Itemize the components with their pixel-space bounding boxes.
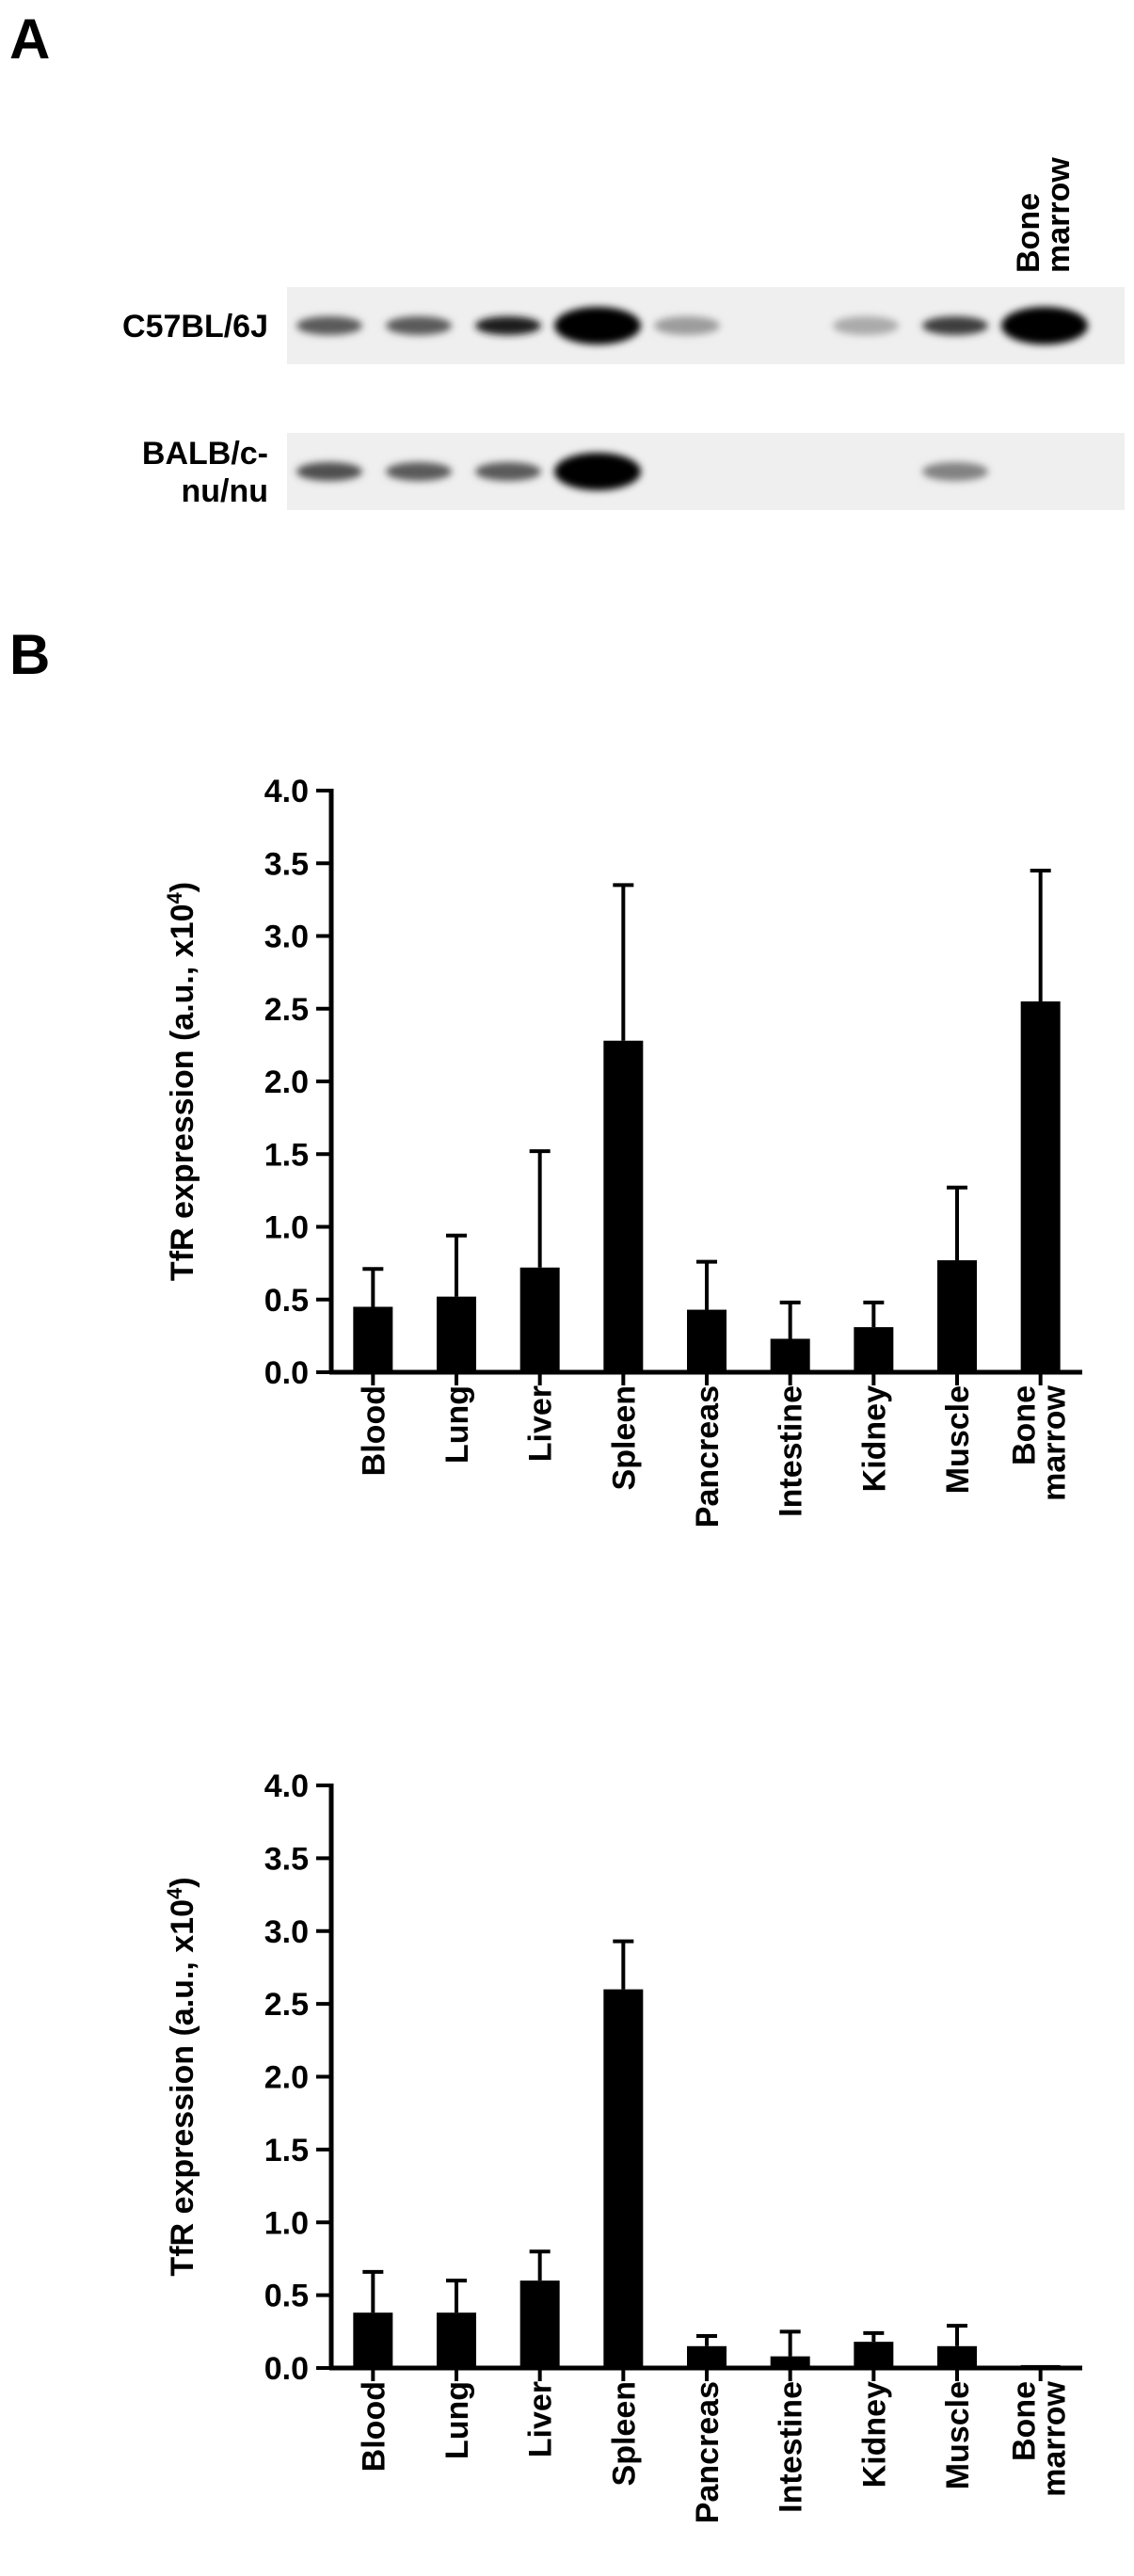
y-tick-label-1-5: 1.5: [264, 2133, 309, 2168]
lane-label-line: Bone: [1011, 193, 1046, 273]
y-axis-label-superscript: 4: [163, 1887, 186, 1899]
bar-muscle: [937, 1260, 977, 1372]
bar-spleen: [603, 1040, 644, 1372]
blot-row-label: BALB/c-nu/nu: [142, 436, 268, 509]
y-axis-label-tail: ): [165, 882, 200, 892]
x-tick-label-spleen: Spleen: [606, 1385, 642, 1490]
bar-pancreas: [687, 2345, 727, 2368]
x-tick-label-kidney: Kidney: [856, 2381, 892, 2488]
blot-band: [1001, 307, 1088, 344]
y-axis-label: TfR expression (a.u., x104): [163, 882, 200, 1281]
blot-row-label-line: nu/nu: [181, 473, 268, 509]
x-tick-label-line: Bone: [1007, 2381, 1043, 2461]
bar-blood: [353, 2312, 393, 2368]
panel-a-western-blot: A Bonemarrow C57BL/6J BALB/c-nu/nu: [9, 8, 1125, 510]
x-tick-label-liver: Liver: [523, 1385, 559, 1462]
y-tick-label-2-5: 2.5: [264, 992, 309, 1028]
y-tick-label-0-5: 0.5: [264, 2279, 309, 2314]
bar-spleen: [603, 1989, 644, 2368]
blot-band: [922, 316, 988, 335]
blot-band: [922, 462, 988, 481]
bar-intestine: [770, 2356, 810, 2368]
x-tick-label-kidney: Kidney: [856, 1385, 892, 1492]
x-tick-label-bone-marrow: Bonemarrow: [1007, 1384, 1073, 1500]
x-tick-label-muscle: Muscle: [940, 1385, 976, 1494]
bar-blood: [353, 1306, 393, 1372]
bar-intestine: [770, 1338, 810, 1372]
x-tick-label-line: marrow: [1037, 2380, 1073, 2496]
chart-c57bl6j: TfR expression (a.u., x104) 0.0 0.5 1.0 1.5 2…: [163, 774, 1082, 1528]
y-axis-label-superscript: 4: [163, 891, 186, 904]
y-tick-label-0-0: 0.0: [264, 1355, 309, 1391]
y-axis-label-text: TfR expression (a.u., x10: [165, 904, 200, 1281]
panel-b-bar-charts: B TfR expression (a.u., x104)0.00.51.01.…: [9, 623, 1082, 2523]
blot-band: [475, 462, 541, 481]
lane-label-line: marrow: [1041, 157, 1077, 273]
blot-band: [833, 316, 899, 335]
x-tick-label-line: marrow: [1037, 1384, 1073, 1500]
x-tick-label-pancreas: Pancreas: [690, 2381, 726, 2523]
lane-label-bone-marrow-lines: Bonemarrow: [1011, 157, 1077, 273]
bar-bone-marrow: [1020, 2364, 1061, 2368]
lane-labels: Bonemarrow: [1011, 157, 1077, 273]
blot-band: [296, 462, 362, 481]
y-tick-label-0-0: 0.0: [264, 2351, 309, 2387]
bar-kidney: [854, 2342, 894, 2368]
x-tick-label-line: Bone: [1007, 1385, 1043, 1465]
y-axis-label-text: TfR expression (a.u., x10: [165, 1899, 200, 2277]
blot-band: [475, 316, 541, 335]
bar-muscle: [937, 2345, 977, 2368]
blot-band: [386, 316, 452, 335]
y-tick-label-3-5: 3.5: [264, 1841, 309, 1877]
x-tick-label-liver: Liver: [523, 2381, 559, 2457]
blot-row-label: C57BL/6J: [122, 309, 268, 344]
blot-row-c57bl-6j: C57BL/6J: [122, 287, 1125, 364]
x-tick-label-lung: Lung: [439, 1385, 475, 1464]
blot-row-balb-c-nu-nu: BALB/c-nu/nu: [142, 433, 1125, 510]
blot-row-label-line: C57BL/6J: [122, 309, 268, 344]
blot-rows: C57BL/6J BALB/c-nu/nu: [122, 287, 1125, 510]
y-tick-label-2-5: 2.5: [264, 1987, 309, 2023]
blot-band: [296, 316, 362, 335]
x-tick-label-blood: Blood: [356, 2381, 391, 2472]
x-tick-label-bone-marrow: Bonemarrow: [1007, 2380, 1073, 2496]
y-tick-label-2-0: 2.0: [264, 1064, 309, 1100]
bar-bone-marrow: [1020, 1001, 1061, 1372]
x-tick-label-blood: Blood: [356, 1385, 391, 1476]
y-tick-label-4-0: 4.0: [264, 1768, 309, 1804]
bar-kidney: [854, 1327, 894, 1372]
y-tick-label-0-5: 0.5: [264, 1283, 309, 1319]
bar-liver: [519, 1267, 560, 1372]
blot-band: [654, 316, 720, 335]
y-axis-label-tail: ): [165, 1877, 200, 1887]
blot-row-label-line: BALB/c-: [142, 436, 268, 472]
panel-b-label: B: [9, 623, 50, 686]
x-tick-label-muscle: Muscle: [940, 2381, 976, 2489]
panel-a-label: A: [9, 8, 50, 71]
x-tick-label-lung: Lung: [439, 2381, 475, 2459]
y-tick-label-3-0: 3.0: [264, 1914, 309, 1950]
blot-band: [554, 453, 641, 490]
y-tick-label-1-0: 1.0: [264, 1210, 309, 1246]
y-axis-label: TfR expression (a.u., x104): [163, 1877, 200, 2276]
x-tick-label-intestine: Intestine: [774, 1385, 809, 1517]
chart-balbc-nunu: TfR expression (a.u., x104) 0.0 0.5 1.0 1.5 2…: [163, 1768, 1082, 2523]
x-tick-label-spleen: Spleen: [606, 2381, 642, 2486]
bar-pancreas: [687, 1309, 727, 1372]
y-tick-label-3-5: 3.5: [264, 846, 309, 882]
bar-lung: [437, 2312, 476, 2368]
y-tick-label-4-0: 4.0: [264, 774, 309, 809]
bar-liver: [519, 2280, 560, 2368]
x-tick-label-pancreas: Pancreas: [690, 1385, 726, 1528]
y-tick-label-2-0: 2.0: [264, 2060, 309, 2096]
y-tick-label-3-0: 3.0: [264, 920, 309, 955]
blot-band: [386, 462, 452, 481]
blot-band: [554, 307, 641, 344]
y-tick-label-1-5: 1.5: [264, 1137, 309, 1173]
y-tick-label-1-0: 1.0: [264, 2205, 309, 2241]
x-tick-label-intestine: Intestine: [774, 2381, 809, 2513]
bar-lung: [437, 1296, 476, 1372]
